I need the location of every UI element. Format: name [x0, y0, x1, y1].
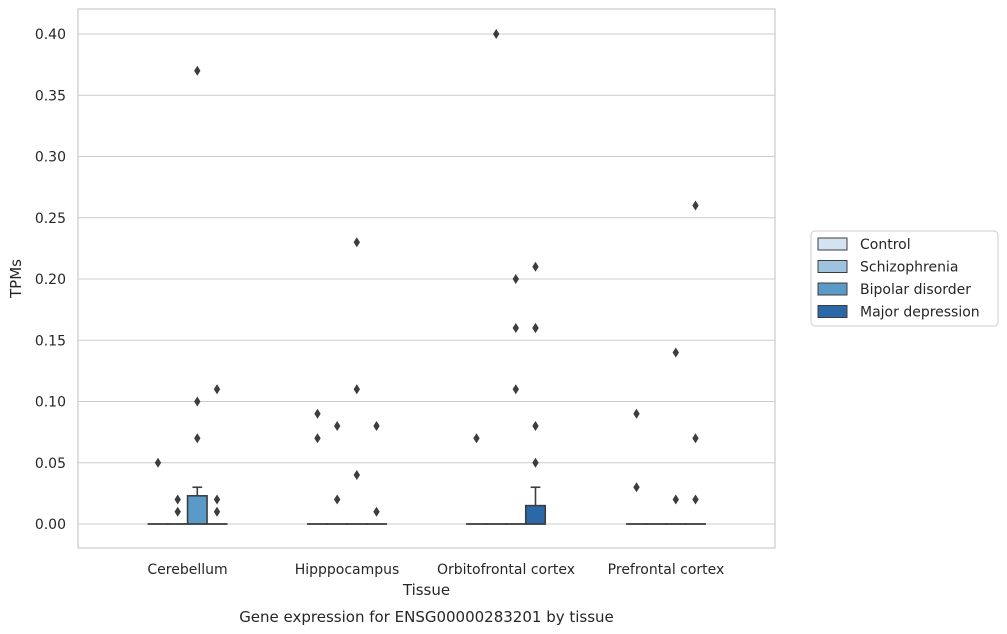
outlier-point — [532, 457, 539, 468]
x-tick-label: Prefrontal cortex — [608, 562, 725, 578]
outlier-point — [532, 421, 539, 431]
y-tick-label: 0.35 — [35, 88, 66, 104]
outlier-point — [692, 494, 699, 505]
outlier-point — [334, 421, 341, 431]
outlier-point — [353, 470, 360, 480]
y-tick-label: 0.00 — [35, 517, 66, 533]
outlier-point — [314, 433, 321, 444]
chart-title: Gene expression for ENSG00000283201 by t… — [239, 608, 614, 626]
outlier-point — [532, 323, 539, 333]
outlier-point — [692, 200, 699, 211]
outlier-point — [532, 261, 539, 272]
y-tick-label: 0.40 — [35, 27, 66, 43]
y-tick-label: 0.10 — [35, 395, 66, 411]
legend-entry-label: Schizophrenia — [860, 260, 958, 276]
x-tick-label: Cerebellum — [147, 562, 227, 578]
outlier-point — [213, 506, 221, 517]
x-tick-label: Orbitofrontal cortex — [437, 562, 575, 578]
outlier-point — [213, 494, 221, 505]
legend-entry-label: Control — [860, 237, 911, 253]
x-tick-label: Hipppocampus — [295, 562, 400, 578]
box — [524, 504, 547, 525]
y-tick-label: 0.05 — [35, 456, 66, 472]
legend-entry-label: Bipolar disorder — [860, 282, 971, 298]
x-axis-label: Tissue — [402, 581, 450, 599]
x-axis-ticks: Cerebellum Hipppocampus Orbitofrontal cort… — [147, 562, 724, 578]
outlier-point — [512, 384, 519, 395]
outlier-point — [194, 396, 201, 407]
outlier-point — [493, 29, 500, 39]
box — [186, 495, 208, 525]
y-axis-label: TPMs — [7, 259, 25, 299]
legend-swatch — [817, 282, 848, 296]
grid-lines — [78, 33, 775, 525]
plot-area-frame — [77, 8, 776, 549]
outlier-point — [353, 237, 360, 248]
outlier-point — [174, 494, 181, 505]
outlier-point — [194, 433, 201, 444]
outlier-point — [213, 384, 221, 395]
outlier-point — [353, 384, 360, 395]
y-tick-label: 0.20 — [35, 272, 66, 288]
outlier-point — [672, 347, 679, 358]
outlier-point — [633, 482, 640, 493]
legend-swatch — [817, 237, 848, 251]
legend-entry-label: Major depression — [860, 305, 980, 321]
outlier-point — [473, 433, 480, 444]
outlier-point — [373, 506, 380, 517]
legend: Control Schizophrenia Bipolar disorder Majo… — [810, 230, 999, 327]
y-tick-label: 0.25 — [35, 211, 66, 227]
outlier-point — [692, 433, 699, 444]
outlier-point — [373, 421, 380, 431]
outlier-point — [512, 323, 519, 333]
outlier-point — [194, 65, 201, 76]
outlier-point — [512, 274, 519, 284]
y-tick-label: 0.15 — [35, 333, 66, 349]
legend-swatch — [817, 305, 848, 318]
box-plot-series — [147, 29, 707, 525]
outlier-point — [334, 494, 341, 505]
legend-frame — [810, 230, 999, 327]
y-tick-label: 0.30 — [35, 150, 66, 166]
outlier-point — [672, 494, 679, 505]
outlier-point — [174, 506, 181, 517]
outlier-point — [314, 408, 321, 419]
outlier-point — [633, 408, 640, 419]
outlier-point — [154, 457, 162, 468]
y-axis-ticks: 0.00 0.05 0.10 0.15 0.20 0.25 0.30 0.35 0.40 — [35, 27, 66, 533]
legend-swatch — [817, 260, 848, 273]
